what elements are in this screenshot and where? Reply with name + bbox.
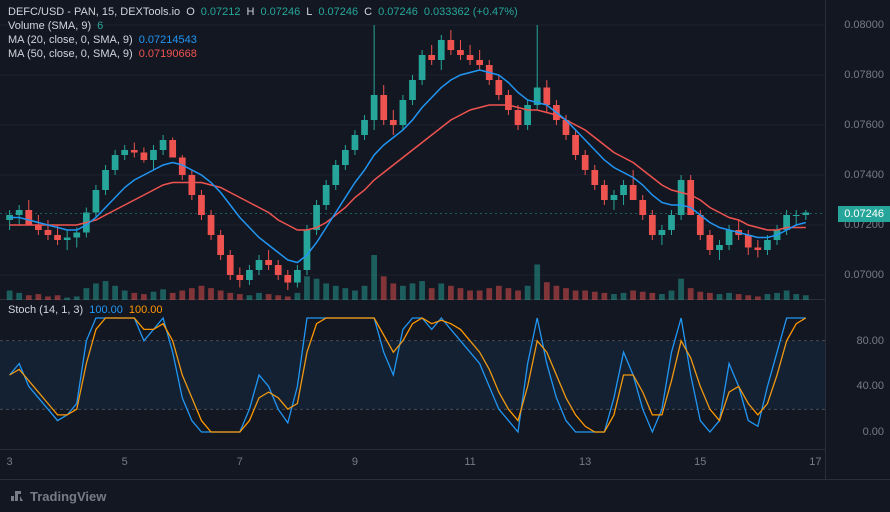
time-axis[interactable]: 3 5 7 9 11 13 15 17	[0, 450, 825, 480]
ohlc-h-label: H	[247, 6, 255, 18]
tradingview-brand: TradingView	[30, 489, 106, 504]
ohlc-change: 0.033362 (+0.47%)	[424, 6, 518, 18]
ohlc-l-label: L	[306, 6, 312, 18]
time-tick: 11	[464, 456, 475, 468]
volume-value: 6	[97, 20, 103, 32]
symbol-label: DEFC/USD - PAN, 15, DEXTools.io	[8, 6, 180, 18]
price-tick: 0.07000	[844, 269, 884, 281]
price-axis[interactable]: 0.070000.072000.074000.076000.078000.080…	[825, 0, 890, 300]
time-tick: 17	[809, 456, 821, 468]
price-tick: 0.07600	[844, 119, 884, 131]
ohlc-o-label: O	[186, 6, 195, 18]
axis-corner	[825, 450, 890, 480]
volume-label: Volume (SMA, 9)	[8, 20, 91, 32]
ohlc-c-label: C	[364, 6, 372, 18]
time-tick: 5	[122, 456, 128, 468]
tradingview-logo-icon	[10, 489, 24, 503]
price-tick: 0.07800	[844, 69, 884, 81]
ohlc-l: 0.07246	[318, 6, 358, 18]
price-tick: 0.07400	[844, 169, 884, 181]
ohlc-h: 0.07246	[260, 6, 300, 18]
ma20-value: 0.07214543	[139, 34, 197, 46]
stoch-k-value: 100.00	[89, 304, 123, 316]
ohlc-c: 0.07246	[378, 6, 418, 18]
time-tick: 13	[579, 456, 591, 468]
stoch-d-value: 100.00	[129, 304, 163, 316]
stoch-tick: 40.00	[856, 380, 884, 392]
stoch-tick: 0.00	[863, 426, 884, 438]
time-tick: 15	[694, 456, 706, 468]
time-tick: 7	[237, 456, 243, 468]
price-tick: 0.08000	[844, 19, 884, 31]
time-tick: 3	[7, 456, 13, 468]
price-legend: DEFC/USD - PAN, 15, DEXTools.io O 0.0721…	[8, 6, 518, 62]
stoch-tick: 80.00	[856, 335, 884, 347]
ma50-label: MA (50, close, 0, SMA, 9)	[8, 48, 133, 60]
current-price-tag: 0.07246	[838, 206, 890, 222]
stoch-axis[interactable]: 0.00 40.00 80.00	[825, 300, 890, 450]
stoch-band	[0, 341, 825, 409]
time-tick: 9	[352, 456, 358, 468]
footer: TradingView	[0, 480, 890, 512]
stoch-label: Stoch (14, 1, 3)	[8, 304, 83, 316]
ma50-value: 0.07190668	[139, 48, 197, 60]
stoch-chart-panel[interactable]: Stoch (14, 1, 3) 100.00 100.00	[0, 300, 825, 450]
stoch-legend: Stoch (14, 1, 3) 100.00 100.00	[8, 304, 163, 316]
ma20-label: MA (20, close, 0, SMA, 9)	[8, 34, 133, 46]
ohlc-o: 0.07212	[201, 6, 241, 18]
price-chart-panel[interactable]: DEFC/USD - PAN, 15, DEXTools.io O 0.0721…	[0, 0, 825, 300]
